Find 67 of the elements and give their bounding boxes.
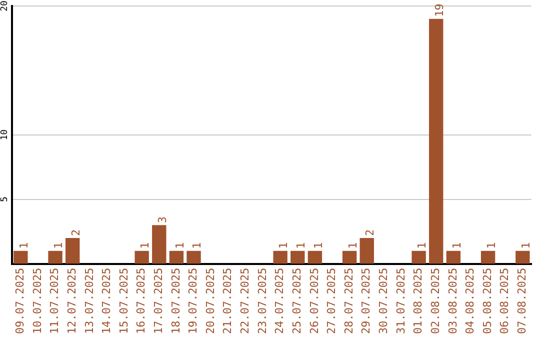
data-label: 1 xyxy=(312,242,325,249)
x-tick-label: 26.07.2025 xyxy=(308,268,321,334)
bar xyxy=(308,250,322,264)
data-label: 1 xyxy=(277,242,290,249)
x-tick-label: 20.07.2025 xyxy=(204,268,217,334)
data-label: 1 xyxy=(18,242,31,249)
x-tick-label: 01.08.2025 xyxy=(412,268,425,334)
data-label: 1 xyxy=(190,242,204,249)
x-tick-label: 04.08.2025 xyxy=(464,268,477,334)
x-tick-label: 16.07.2025 xyxy=(134,268,148,334)
bar xyxy=(412,250,426,264)
x-tick-label: 23.07.2025 xyxy=(256,268,269,334)
x-tick-label: 07.08.2025 xyxy=(516,268,529,334)
x-tick-label: 02.08.2025 xyxy=(428,268,442,334)
data-label: 1 xyxy=(52,242,66,249)
x-tick-label: 11.07.2025 xyxy=(48,268,62,334)
bar xyxy=(48,250,62,264)
x-tick-label: 13.07.2025 xyxy=(82,268,96,334)
data-label: 19 xyxy=(432,4,446,17)
x-tick-label: 10.07.2025 xyxy=(30,268,44,334)
bar xyxy=(134,250,149,264)
x-tick-label: 09.07.2025 xyxy=(14,268,27,334)
x-tick-label: 15.07.2025 xyxy=(117,268,130,334)
data-label: 1 xyxy=(346,242,360,249)
x-tick-label: 30.07.2025 xyxy=(377,268,390,334)
x-tick-label: 22.07.2025 xyxy=(238,268,252,334)
x-tick-label: 21.07.2025 xyxy=(221,268,234,334)
bar xyxy=(273,250,288,264)
x-tick-label: 05.08.2025 xyxy=(480,268,494,334)
bar xyxy=(65,238,80,264)
x-tick-label: 28.07.2025 xyxy=(342,268,356,334)
data-label: 1 xyxy=(450,242,464,249)
x-tick-label: 03.08.2025 xyxy=(446,268,460,334)
x-tick-label: 12.07.2025 xyxy=(65,268,78,334)
bar xyxy=(169,250,184,264)
y-tick-label: 20 xyxy=(0,0,10,12)
x-tick-label: 19.07.2025 xyxy=(186,268,200,334)
x-tick-label: 24.07.2025 xyxy=(273,268,286,334)
bar xyxy=(290,250,305,264)
data-label: 1 xyxy=(416,242,429,249)
bar xyxy=(480,250,496,264)
data-label: 1 xyxy=(173,242,186,249)
data-label: 1 xyxy=(520,242,533,249)
x-tick-label: 25.07.2025 xyxy=(290,268,304,334)
y-tick-label: 10 xyxy=(0,129,10,140)
x-tick-label: 06.08.2025 xyxy=(498,268,512,334)
x-tick-label: 29.07.2025 xyxy=(360,268,373,334)
x-tick-label: 14.07.2025 xyxy=(100,268,114,334)
y-tick-label: 5 xyxy=(0,196,10,202)
data-label: 1 xyxy=(294,242,308,249)
x-tick-label: 27.07.2025 xyxy=(325,268,338,334)
bar xyxy=(360,238,374,264)
data-label: 2 xyxy=(69,229,82,236)
x-tick-label: 17.07.2025 xyxy=(152,268,165,334)
bar xyxy=(186,250,201,264)
data-label: 3 xyxy=(156,216,169,224)
bar xyxy=(429,18,444,264)
bar xyxy=(516,250,530,264)
data-label: 1 xyxy=(484,242,498,249)
bar xyxy=(446,250,461,264)
x-tick-label: 18.07.2025 xyxy=(169,268,182,334)
bar xyxy=(14,250,28,264)
bar xyxy=(342,250,357,264)
bar xyxy=(152,225,166,264)
x-tick-label: 31.07.2025 xyxy=(394,268,408,334)
data-label: 1 xyxy=(138,242,152,249)
data-label: 2 xyxy=(364,229,377,236)
